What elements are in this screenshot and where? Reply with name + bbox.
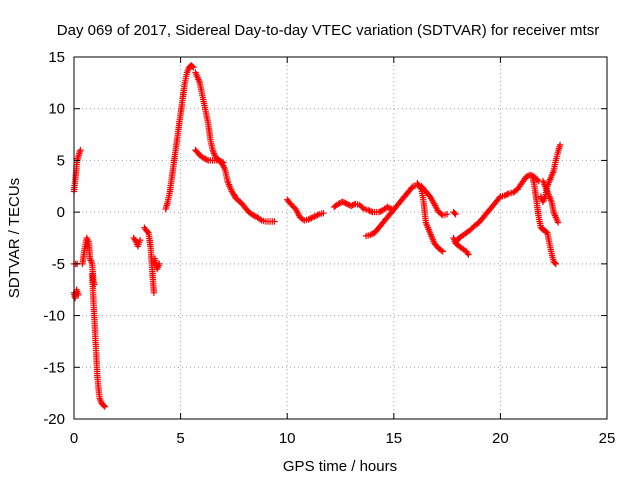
- data-segment: [450, 208, 459, 218]
- y-tick-label: -20: [43, 411, 65, 428]
- data-segment: [130, 234, 144, 250]
- data-point-markers: [79, 234, 98, 288]
- data-segment: [70, 146, 84, 195]
- x-tick-label: 0: [70, 430, 78, 447]
- y-tick-label: 15: [48, 49, 65, 66]
- data-point-markers: [330, 198, 395, 216]
- y-axis-label: SDTVAR / TECUs: [6, 178, 23, 298]
- data-point-markers: [192, 146, 227, 166]
- axis-ticks: 0 5 10 15 20 25 -20 -15 -10 -5 0 5 10 15: [43, 49, 615, 447]
- x-tick-label: 5: [176, 430, 184, 447]
- data-point-markers: [450, 208, 459, 218]
- data-point-markers: [537, 141, 564, 205]
- data-segment: [192, 146, 227, 166]
- data-segment: [141, 224, 158, 296]
- y-tick-label: 0: [57, 204, 65, 221]
- data-segment: [70, 286, 82, 302]
- data-segment: [151, 255, 163, 273]
- data-point-markers: [414, 180, 446, 255]
- x-axis-label: GPS time / hours: [283, 458, 397, 475]
- x-tick-label: 25: [599, 430, 616, 447]
- data-point-markers: [362, 182, 451, 240]
- data-segment: [192, 69, 278, 225]
- y-tick-label: -5: [52, 256, 65, 273]
- x-tick-label: 20: [492, 430, 509, 447]
- x-tick-label: 10: [279, 430, 296, 447]
- data-segment: [452, 171, 542, 247]
- chart-title: Day 069 of 2017, Sidereal Day-to-day VTE…: [57, 22, 599, 39]
- data-point-markers: [70, 286, 82, 302]
- data-segment: [537, 141, 564, 205]
- data-segment: [330, 198, 395, 216]
- grid-lines: [74, 57, 607, 419]
- y-tick-label: -15: [43, 359, 65, 376]
- y-tick-label: -10: [43, 308, 65, 325]
- data-segment: [529, 172, 559, 268]
- x-tick-label: 15: [385, 430, 402, 447]
- data-point-markers: [284, 196, 327, 224]
- data-segment: [162, 62, 197, 213]
- data-point-markers: [130, 234, 144, 250]
- data-point-markers: [151, 255, 163, 273]
- data-segment: [450, 234, 472, 258]
- y-tick-label: 10: [48, 101, 65, 118]
- data-point-markers: [450, 234, 472, 258]
- data-segment: [88, 271, 109, 410]
- series-0: [70, 62, 564, 410]
- data-point-markers: [162, 62, 197, 213]
- data-point-markers: [88, 271, 109, 410]
- data-segment: [284, 196, 327, 224]
- data-segment: [414, 180, 446, 255]
- data-points: [70, 62, 564, 410]
- data-segment: [362, 182, 451, 240]
- data-point-markers: [141, 224, 158, 296]
- y-tick-label: 5: [57, 152, 65, 169]
- data-point-markers: [70, 146, 84, 195]
- data-segment: [79, 234, 98, 288]
- data-point-markers: [452, 171, 542, 247]
- plot-frame: [73, 56, 608, 420]
- data-point-markers: [192, 69, 278, 225]
- data-point-markers: [529, 172, 559, 268]
